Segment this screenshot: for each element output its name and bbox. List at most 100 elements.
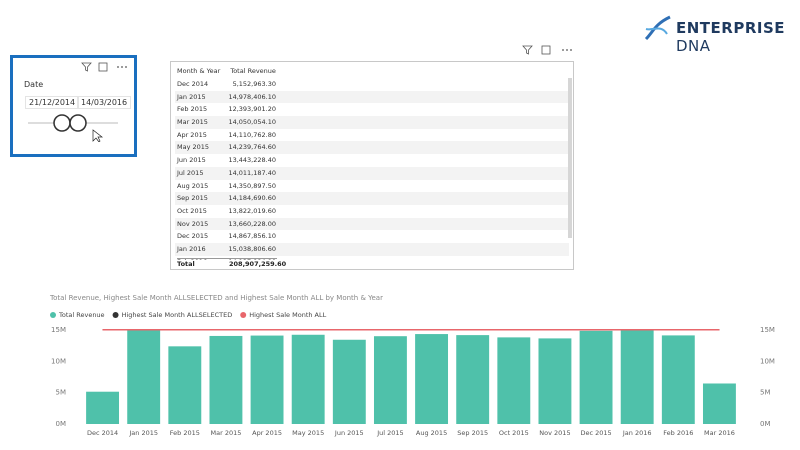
row-value: 14,011,187.40 <box>228 168 276 177</box>
slicer-icons <box>81 62 127 72</box>
x-tick-label: Feb 2015 <box>170 429 200 437</box>
table-row: Jan 2016 15,038,806.60 <box>175 242 569 256</box>
bar <box>538 338 572 424</box>
bar <box>332 339 366 424</box>
row-month: Jul 2015 <box>177 168 204 177</box>
bar <box>291 334 325 424</box>
bar <box>127 330 161 424</box>
legend-swatch <box>240 312 247 318</box>
total-label: Total <box>177 260 195 268</box>
row-month: Jan 2015 <box>177 92 206 101</box>
bar <box>456 335 490 424</box>
date-slicer[interactable]: Date 21/12/2014 14/03/2016 <box>10 55 137 157</box>
row-value: 14,239,764.60 <box>228 143 276 152</box>
row-month: Apr 2015 <box>177 130 207 139</box>
y-tick-label: 10M <box>51 357 66 365</box>
x-tick-label: Apr 2015 <box>252 429 282 437</box>
x-tick-label: Oct 2015 <box>499 429 529 437</box>
y-tick-label: 15M <box>51 326 66 334</box>
table-icons <box>522 45 572 55</box>
bar <box>579 330 613 424</box>
chart: Total Revenue, Highest Sale Month ALLSEL… <box>49 294 775 437</box>
x-tick-label: Mar 2016 <box>704 429 735 437</box>
logo-brand: ENTERPRISE <box>676 19 786 37</box>
chart-title: Total Revenue, Highest Sale Month ALLSEL… <box>49 294 383 302</box>
x-tick-label: Mar 2015 <box>211 429 242 437</box>
row-month: Sep 2015 <box>177 194 208 203</box>
row-value: 14,184,690.60 <box>228 194 276 203</box>
x-tick-label: Nov 2015 <box>539 429 570 437</box>
table-row: Oct 2015 13,822,019.60 <box>175 205 569 218</box>
slicer-range[interactable] <box>23 112 123 142</box>
legend-label: Total Revenue <box>58 311 105 319</box>
slicer-start[interactable]: 21/12/2014 <box>25 96 80 109</box>
logo: ENTERPRISE DNA <box>676 19 800 55</box>
slicer-label: Date <box>24 80 44 89</box>
row-value: 13,660,228.00 <box>228 219 276 228</box>
legend-swatch <box>112 312 119 318</box>
table-row: Aug 2015 14,350,897.50 <box>175 180 569 193</box>
row-value: 15,038,806.60 <box>228 244 276 253</box>
row-value: 14,978,406.10 <box>228 92 276 101</box>
table-row: Nov 2015 13,660,228.00 <box>175 217 569 231</box>
row-month: Jan 2016 <box>177 244 206 253</box>
table-row: Mar 2015 14,050,054.10 <box>175 116 569 129</box>
row-month: Dec 2014 <box>177 80 209 88</box>
bar <box>702 383 736 424</box>
table-total: Total 208,907,259.60 <box>177 258 287 270</box>
row-month: Nov 2015 <box>177 219 209 228</box>
table-header: Month & Year Total Revenue <box>177 67 276 75</box>
row-month: Oct 2015 <box>177 206 207 215</box>
x-tick-label: Dec 2015 <box>580 429 611 437</box>
y2-tick-label: 0M <box>760 420 771 428</box>
bar <box>497 337 531 424</box>
row-month: Aug 2015 <box>177 181 209 190</box>
table-row: Dec 2014 5,152,963.30 <box>175 78 569 91</box>
slicer-end[interactable]: 14/03/2016 <box>77 96 132 109</box>
total-value: 208,907,259.60 <box>229 260 287 268</box>
table-row: Jul 2015 14,011,187.40 <box>175 166 569 180</box>
bar <box>168 346 202 424</box>
revenue-table: Month & Year Total Revenue Dec 2014 5,152,… <box>170 61 574 270</box>
table-row: Apr 2015 14,110,762.80 <box>175 129 569 142</box>
row-value: 12,393,901.20 <box>228 105 276 114</box>
bar <box>209 335 243 424</box>
x-tick-label: Aug 2015 <box>416 429 447 437</box>
bar <box>661 335 695 424</box>
row-month: Mar 2015 <box>177 118 208 127</box>
row-value: 13,443,228.40 <box>228 156 276 165</box>
row-value: 14,867,856.10 <box>228 232 276 241</box>
table-body: Dec 2014 5,152,963.30 Jan 2015 14,978,406.1… <box>175 78 569 260</box>
y2-tick-label: 10M <box>760 357 775 365</box>
scrollbar[interactable] <box>568 78 572 238</box>
x-tick-label: Feb 2016 <box>663 429 693 437</box>
row-month: Feb 2015 <box>177 105 208 114</box>
row-value: 14,110,762.80 <box>228 130 276 139</box>
bar <box>373 336 407 424</box>
x-tick-label: Sep 2015 <box>457 429 488 437</box>
x-tick-label: Jan 2016 <box>622 429 652 437</box>
y-tick-label: 5M <box>56 389 67 397</box>
column-header: Total Revenue <box>230 67 276 75</box>
table-row: May 2015 14,239,764.60 <box>175 141 569 155</box>
table-row: Jan 2015 14,978,406.10 <box>175 90 569 104</box>
row-month: Jun 2015 <box>177 156 206 165</box>
row-month: May 2015 <box>177 143 210 152</box>
bar <box>250 335 284 424</box>
row-value: 13,822,019.60 <box>228 206 276 215</box>
logo-icon <box>644 15 671 41</box>
bar <box>86 391 120 424</box>
legend-label: Highest Sale Month ALLSELECTED <box>122 311 233 319</box>
x-tick-label: Dec 2014 <box>87 429 118 437</box>
y-tick-label: 0M <box>56 420 67 428</box>
bar <box>620 329 654 424</box>
table-row: Sep 2015 14,184,690.60 <box>175 192 569 205</box>
column-header: Month & Year <box>177 67 221 75</box>
x-tick-label: May 2015 <box>292 429 324 437</box>
row-value: 5,152,963.30 <box>232 80 276 88</box>
table-row: Jun 2015 13,443,228.40 <box>175 154 569 167</box>
x-tick-label: Jun 2015 <box>334 429 364 437</box>
x-tick-label: Jan 2015 <box>128 429 158 437</box>
row-value: 14,050,054.10 <box>228 118 276 127</box>
